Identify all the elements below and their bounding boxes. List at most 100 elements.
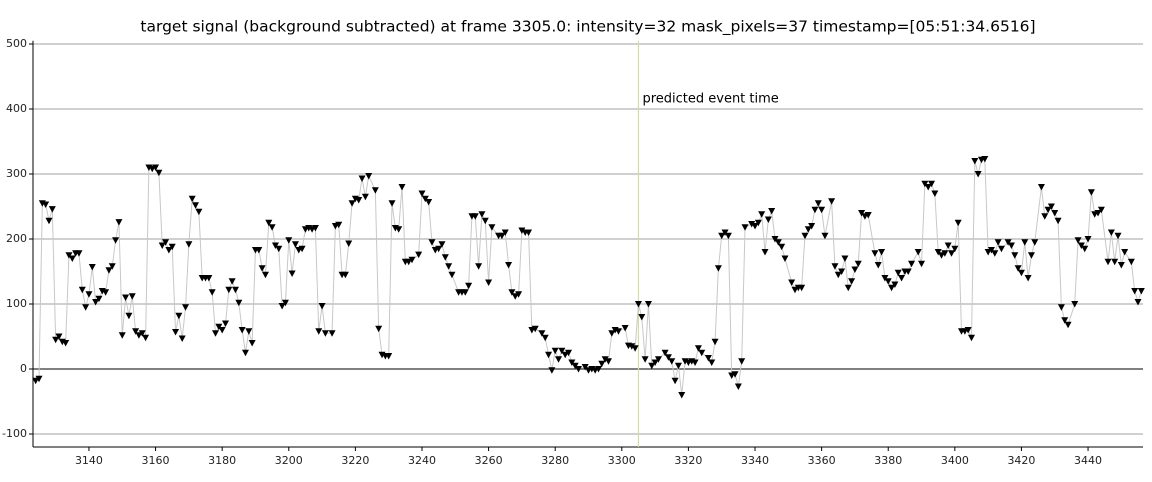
marker (45, 217, 53, 225)
marker (518, 227, 526, 235)
marker (315, 328, 323, 335)
marker (92, 299, 100, 306)
marker (345, 240, 353, 248)
marker (418, 190, 426, 197)
chart-title: target signal (background subtracted) at… (140, 18, 1035, 37)
marker (1021, 239, 1029, 246)
marker (751, 223, 759, 230)
marker (991, 250, 999, 257)
marker (555, 356, 563, 363)
marker (994, 239, 1002, 246)
marker (285, 237, 293, 244)
marker (898, 275, 906, 282)
marker (694, 345, 702, 352)
marker (1054, 217, 1062, 225)
marker (35, 375, 43, 383)
marker (448, 271, 456, 279)
marker (165, 247, 173, 254)
marker (341, 271, 349, 279)
marker (192, 202, 200, 209)
marker (162, 239, 170, 246)
y-tick-label: 400 (6, 102, 27, 115)
marker (428, 239, 436, 246)
marker (82, 304, 90, 311)
marker (185, 241, 193, 248)
x-tick-label: 3200 (275, 454, 303, 467)
marker (964, 327, 972, 334)
marker (108, 263, 116, 270)
marker (811, 206, 819, 214)
marker (984, 249, 992, 256)
marker (1057, 304, 1065, 311)
marker (621, 325, 629, 332)
marker (255, 247, 263, 254)
marker (1031, 239, 1039, 246)
marker (854, 260, 862, 268)
marker (944, 242, 952, 249)
marker (664, 354, 672, 361)
marker (481, 217, 489, 225)
marker (748, 221, 756, 228)
marker (375, 325, 383, 333)
x-tick-label: 3440 (1074, 454, 1102, 467)
marker (132, 328, 140, 335)
marker (1041, 213, 1049, 220)
marker (498, 232, 506, 240)
marker (438, 241, 446, 248)
marker (85, 291, 93, 298)
marker (261, 271, 269, 279)
marker (768, 208, 776, 215)
x-tick-label: 3280 (541, 454, 569, 467)
marker (225, 286, 233, 294)
marker (205, 275, 213, 282)
marker (724, 232, 732, 240)
marker (791, 286, 799, 294)
y-tick-label: 200 (6, 232, 27, 245)
marker (1121, 249, 1129, 256)
marker (405, 258, 413, 266)
marker (731, 371, 739, 378)
marker (604, 358, 612, 365)
marker (788, 279, 796, 287)
marker (228, 278, 236, 285)
marker (485, 279, 493, 287)
marker (798, 284, 806, 292)
marker (1051, 210, 1059, 217)
marker (511, 293, 519, 300)
marker (531, 325, 539, 333)
marker (48, 206, 56, 213)
marker (128, 293, 136, 300)
x-tick-label: 3180 (208, 454, 236, 467)
marker (1084, 236, 1092, 243)
marker (118, 332, 126, 339)
marker (1014, 265, 1022, 272)
marker (335, 221, 343, 229)
marker (841, 255, 849, 262)
marker (598, 360, 606, 368)
marker (221, 320, 229, 327)
marker (182, 304, 190, 311)
marker (288, 270, 296, 277)
marker (395, 226, 403, 233)
marker (68, 255, 76, 262)
marker (328, 330, 336, 337)
marker (758, 211, 766, 218)
marker (654, 356, 662, 363)
marker (548, 367, 556, 374)
x-tick-label: 3380 (874, 454, 902, 467)
marker (981, 156, 989, 163)
marker (501, 229, 509, 236)
marker (874, 262, 882, 269)
marker (1134, 299, 1142, 306)
marker (644, 301, 652, 308)
marker (1074, 237, 1082, 244)
marker (708, 359, 716, 366)
marker (558, 347, 566, 355)
marker (614, 328, 622, 335)
marker (941, 250, 949, 257)
y-tick-label: 0 (20, 362, 27, 375)
marker (478, 211, 486, 218)
marker (928, 180, 936, 188)
marker (894, 269, 902, 277)
marker (102, 289, 110, 296)
